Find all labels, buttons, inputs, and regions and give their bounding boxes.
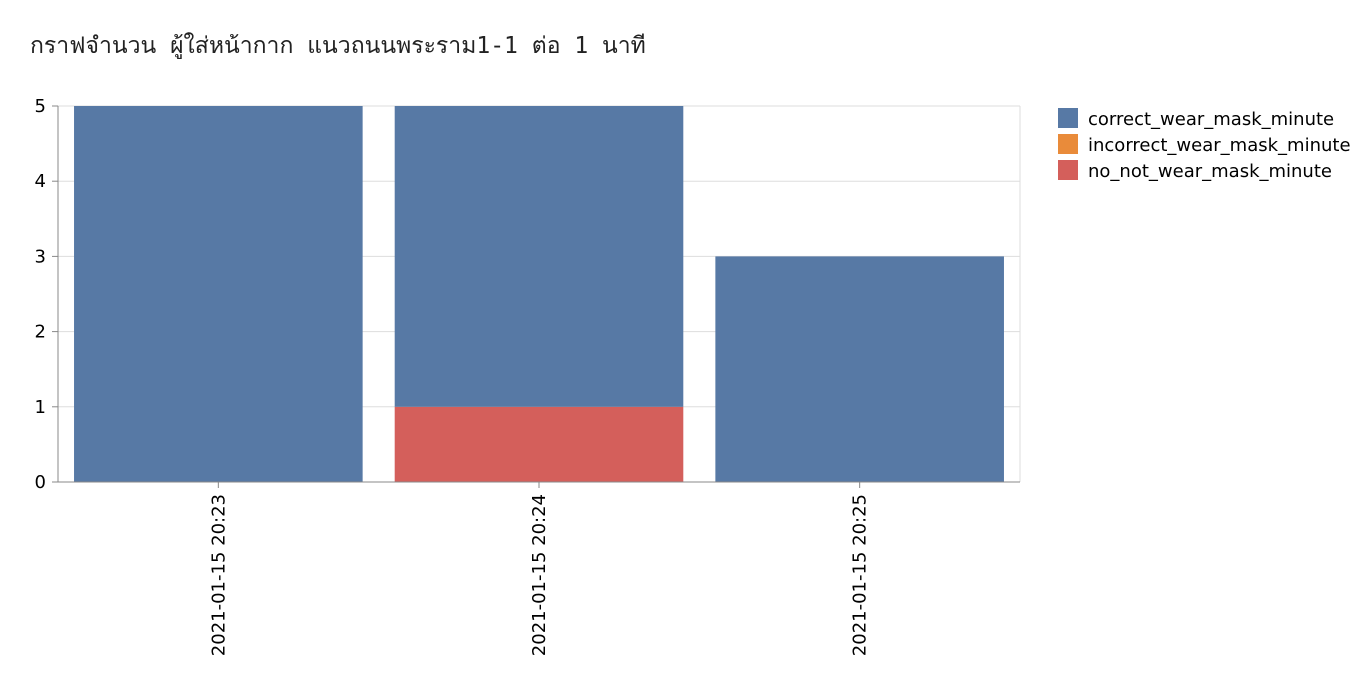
y-tick-label: 5 — [35, 96, 46, 117]
bar-correct_wear_mask_minute-0 — [74, 106, 363, 482]
legend-swatch-no_not_wear_mask_minute — [1058, 160, 1078, 180]
axes: 0 1 2 3 4 5 2021-01-15 20:23 2021-01-15 20:24 20… — [35, 96, 1020, 656]
x-tick-label: 2021-01-15 20:23 — [208, 494, 229, 656]
y-tick-label: 1 — [35, 397, 46, 418]
legend-swatch-correct_wear_mask_minute — [1058, 108, 1078, 128]
y-tick-label: 4 — [35, 171, 46, 192]
chart-title: กราฟจำนวน ผู้ใส่หน้ากาก แนวถนนพระราม1-1 … — [30, 33, 646, 59]
x-tick-label: 2021-01-15 20:25 — [850, 494, 871, 656]
y-tick-label: 0 — [35, 472, 46, 493]
legend-label-no_not_wear_mask_minute: no_not_wear_mask_minute — [1088, 161, 1332, 182]
bar-correct_wear_mask_minute-2 — [715, 256, 1004, 482]
x-tick-label: 2021-01-15 20:24 — [529, 494, 550, 656]
bars — [74, 106, 1004, 482]
y-tick-label: 2 — [35, 322, 46, 343]
legend-label-incorrect_wear_mask_minute: incorrect_wear_mask_minute — [1088, 135, 1351, 156]
bar-correct_wear_mask_minute-1 — [394, 106, 684, 407]
legend-swatch-incorrect_wear_mask_minute — [1058, 134, 1078, 154]
bar-no_not_wear_mask_minute-1 — [394, 406, 684, 482]
legend-label-correct_wear_mask_minute: correct_wear_mask_minute — [1088, 109, 1334, 130]
legend: correct_wear_mask_minute incorrect_wear_m… — [1058, 108, 1351, 182]
y-tick-label: 3 — [35, 246, 46, 267]
